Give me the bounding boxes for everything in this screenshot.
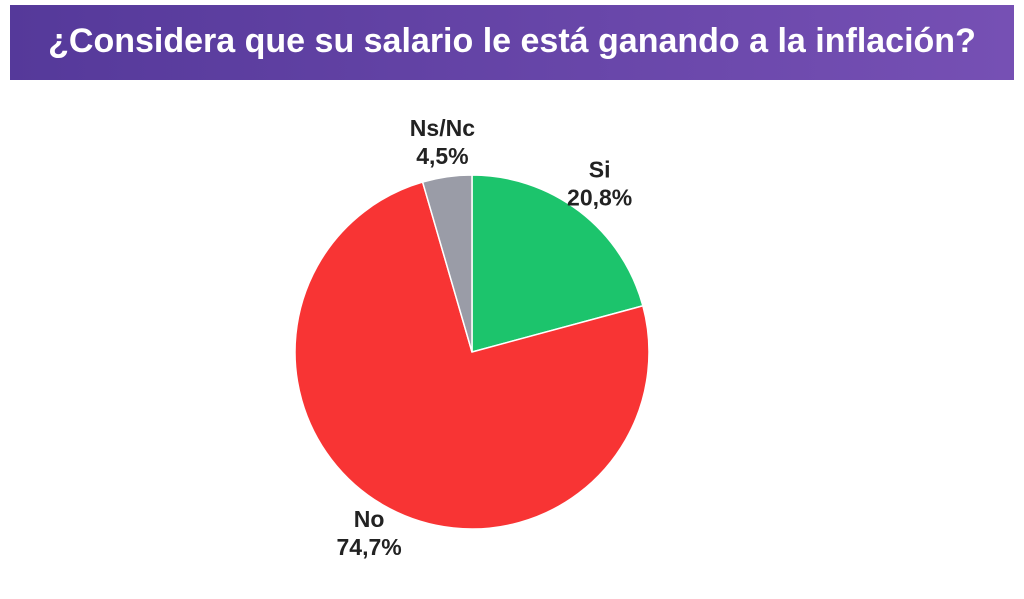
title-banner: [10, 5, 1014, 80]
chart-title: ¿Considera que su salario le está ganand…: [48, 22, 976, 60]
slice-label: Si: [589, 156, 611, 182]
slice-label: No: [354, 506, 385, 532]
pie-slice: [421, 174, 473, 353]
pie-slice: [471, 174, 644, 353]
pie-slice: [294, 181, 650, 530]
value-label: 20,8%: [567, 184, 632, 210]
slice-label: Ns/Nc: [410, 115, 475, 141]
value-label: 4,5%: [416, 143, 468, 169]
value-label: 74,7%: [336, 534, 401, 560]
